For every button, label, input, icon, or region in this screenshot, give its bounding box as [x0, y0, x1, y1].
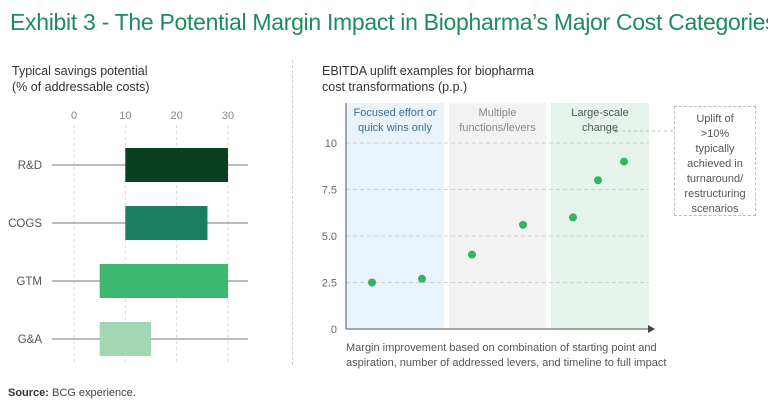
category-label: COGS — [8, 218, 42, 230]
x-axis-caption-line1: Margin improvement based on combination … — [346, 342, 657, 354]
exhibit-title: Exhibit 3 - The Potential Margin Impact … — [10, 9, 768, 35]
x-axis-caption: Margin improvement based on combination … — [346, 341, 706, 371]
left-chart-title-line1: Typical savings potential — [12, 64, 148, 78]
annotation-line: >10% — [700, 128, 730, 140]
data-point — [620, 157, 628, 166]
annotation-line: Uplift of — [696, 113, 734, 125]
uplift-annotation-box: Uplift of >10% typically achieved in turnaro… — [674, 106, 756, 216]
left-x-tick-label: 30 — [222, 110, 234, 122]
annotation-line: scenarios — [691, 203, 739, 215]
savings-range-bar — [99, 264, 229, 298]
annotation-line: turnaround/ — [686, 173, 744, 185]
savings-range-bar — [125, 148, 228, 182]
annotation-line: restructuring — [684, 188, 746, 200]
source-text: BCG experience. — [52, 387, 136, 399]
left-x-tick-label: 0 — [71, 110, 77, 122]
source-note: Source: BCG experience. — [8, 387, 136, 399]
category-label: R&D — [18, 160, 42, 172]
data-point — [418, 274, 426, 283]
zone-background — [449, 103, 546, 329]
left-chart-title: Typical savings potential (% of addressa… — [12, 63, 150, 95]
zone-label: Focused effort or quick wins only — [346, 106, 444, 136]
y-tick-label: 2.5 — [322, 278, 337, 290]
zone-label: Multiple functions/levers — [449, 106, 546, 136]
data-point — [569, 213, 577, 222]
annotation-connector-dot — [614, 129, 618, 133]
zone-label-line2: functions/levers — [459, 122, 536, 134]
right-chart-title: EBITDA uplift examples for biopharma cos… — [322, 63, 534, 95]
right-chart-title-line2: cost transformations (p.p.) — [322, 80, 468, 94]
y-tick-label: 0 — [331, 324, 337, 336]
savings-range-bar — [125, 206, 208, 240]
y-tick-label: 5.0 — [322, 231, 337, 243]
annotation-line: achieved in — [687, 158, 743, 170]
left-chart-title-line2: (% of addressable costs) — [12, 80, 150, 94]
y-tick-label: 7.5 — [322, 185, 337, 197]
zone-label-line1: Multiple — [478, 107, 517, 119]
category-label: GTM — [16, 276, 42, 288]
annotation-line: typically — [695, 143, 735, 155]
zone-label-line2: quick wins only — [358, 122, 432, 134]
zone-label-line1: Focused effort or — [353, 107, 437, 119]
y-tick-label: 10 — [325, 138, 337, 150]
zone-label: Large-scale change — [551, 106, 649, 136]
savings-range-bar — [99, 322, 151, 356]
data-point — [594, 176, 602, 185]
left-x-tick-label: 10 — [119, 110, 131, 122]
zone-background — [551, 103, 649, 329]
x-axis-caption-line2: aspiration, number of addressed levers, … — [346, 357, 667, 369]
data-point — [368, 278, 376, 287]
zone-label-line1: Large-scale — [571, 107, 629, 119]
panel-divider — [292, 60, 293, 365]
data-point — [468, 250, 476, 259]
x-axis-arrow-icon — [648, 325, 655, 333]
data-point — [519, 220, 527, 229]
source-label: Source: — [8, 387, 49, 399]
zone-label-line2: change — [581, 122, 619, 134]
right-chart-title-line1: EBITDA uplift examples for biopharma — [322, 64, 534, 78]
left-x-tick-label: 20 — [171, 110, 183, 122]
zone-background — [346, 103, 444, 329]
category-label: G&A — [18, 334, 43, 346]
